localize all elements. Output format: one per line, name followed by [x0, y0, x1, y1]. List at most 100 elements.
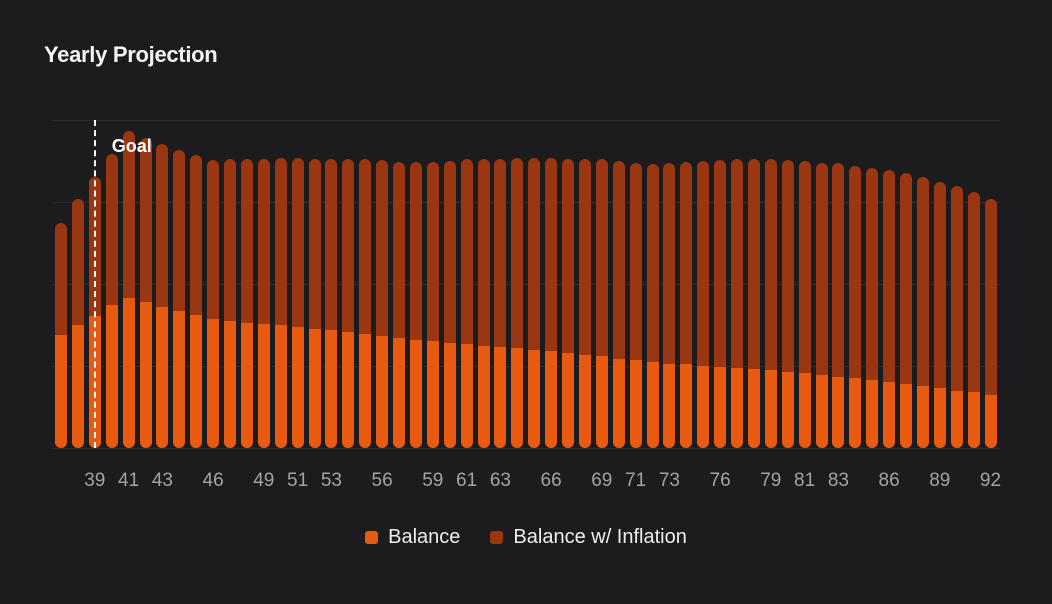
chart-legend: Balance Balance w/ Inflation: [0, 526, 1052, 549]
bar-age-60[interactable]: [443, 161, 456, 448]
x-tick-label: 81: [794, 470, 816, 491]
chart-title: Yearly Projection: [44, 42, 218, 67]
x-tick-label: 63: [489, 470, 511, 491]
bar-segment-balance: [477, 345, 490, 448]
bar-segment-balance: [55, 334, 67, 448]
bar-age-53[interactable]: [325, 158, 338, 448]
bar-segment-balance: [190, 315, 203, 448]
x-tick-label: 46: [202, 470, 224, 491]
bar-segment-balance: [376, 335, 389, 448]
bar-age-80[interactable]: [781, 160, 794, 448]
bar-age-46[interactable]: [207, 160, 220, 448]
bar-age-81[interactable]: [798, 161, 811, 448]
bar-age-40[interactable]: [105, 153, 118, 448]
bar-segment-balance: [426, 341, 439, 448]
bar-age-88[interactable]: [916, 177, 929, 448]
bar-segment-balance: [443, 343, 456, 448]
legend-item-balance-inflation[interactable]: Balance w/ Inflation: [490, 526, 687, 549]
bar-age-48[interactable]: [240, 158, 253, 448]
x-tick-label: 73: [658, 470, 680, 491]
bar-age-82[interactable]: [815, 162, 828, 448]
bar-age-71[interactable]: [629, 162, 642, 448]
x-tick-label: 76: [709, 470, 731, 491]
legend-item-balance[interactable]: Balance: [365, 526, 460, 549]
bar-segment-balance: [900, 384, 912, 448]
bar-age-63[interactable]: [494, 158, 507, 448]
bar-age-72[interactable]: [646, 164, 659, 448]
x-tick-label: 53: [320, 470, 342, 491]
bar-segment-balance: [325, 329, 338, 448]
bar-age-57[interactable]: [393, 161, 405, 448]
bar-segment-inflation: [950, 186, 963, 448]
bar-age-52[interactable]: [308, 158, 321, 448]
bar-age-51[interactable]: [291, 157, 304, 448]
bar-segment-balance: [646, 361, 659, 448]
bar-age-85[interactable]: [866, 167, 879, 448]
bar-age-75[interactable]: [697, 161, 710, 448]
bar-age-92[interactable]: [984, 198, 997, 448]
x-tick-label: 61: [456, 470, 478, 491]
bar-segment-balance: [545, 351, 558, 448]
bar-segment-balance: [291, 326, 304, 448]
bar-age-78[interactable]: [747, 159, 760, 448]
bar-age-86[interactable]: [883, 170, 896, 448]
bar-age-73[interactable]: [663, 163, 676, 448]
bar-age-76[interactable]: [714, 160, 727, 448]
bar-age-49[interactable]: [257, 158, 270, 448]
bar-age-70[interactable]: [612, 161, 625, 448]
x-tick-label: 43: [151, 470, 173, 491]
bar-age-59[interactable]: [426, 161, 439, 448]
bar-segment-inflation: [849, 165, 862, 448]
bar-age-45[interactable]: [190, 155, 203, 448]
bar-segment-balance: [764, 370, 777, 448]
bar-segment-balance: [832, 376, 845, 448]
bar-age-83[interactable]: [832, 163, 845, 448]
bar-age-65[interactable]: [528, 157, 541, 448]
bar-age-89[interactable]: [933, 181, 946, 448]
bar-age-42[interactable]: [139, 138, 152, 448]
bar-age-79[interactable]: [764, 159, 777, 448]
bar-segment-balance: [494, 347, 507, 448]
bar-segment-balance: [916, 385, 929, 448]
bar-segment-balance: [781, 371, 794, 448]
bar-age-54[interactable]: [342, 159, 355, 448]
bar-age-38[interactable]: [71, 198, 84, 448]
bar-age-37[interactable]: [55, 222, 67, 448]
bar-age-66[interactable]: [545, 157, 558, 448]
bar-age-77[interactable]: [731, 159, 743, 448]
bar-age-55[interactable]: [359, 159, 372, 448]
bar-segment-balance: [342, 332, 355, 448]
bar-segment-balance: [393, 338, 405, 448]
bar-segment-balance: [240, 322, 253, 448]
bar-age-84[interactable]: [849, 165, 862, 448]
bar-age-64[interactable]: [511, 157, 524, 448]
bar-segment-balance: [933, 388, 946, 448]
bar-age-91[interactable]: [967, 192, 980, 448]
bar-segment-balance: [528, 349, 541, 448]
bar-age-50[interactable]: [274, 157, 287, 448]
bar-age-56[interactable]: [376, 160, 389, 448]
bar-age-58[interactable]: [409, 161, 422, 448]
bar-segment-balance: [967, 392, 980, 448]
bar-age-69[interactable]: [595, 159, 608, 448]
bar-age-44[interactable]: [173, 150, 186, 448]
x-tick-label: 71: [625, 470, 647, 491]
bar-age-90[interactable]: [950, 186, 963, 448]
bar-age-67[interactable]: [562, 158, 574, 448]
bar-segment-balance: [71, 325, 84, 448]
bar-age-87[interactable]: [900, 173, 912, 448]
bar-segment-balance: [595, 356, 608, 448]
bar-age-47[interactable]: [224, 159, 236, 448]
bar-age-41[interactable]: [122, 131, 135, 448]
bar-age-43[interactable]: [156, 143, 169, 448]
bar-segment-balance: [105, 305, 118, 448]
gridline: [52, 120, 1000, 121]
bar-segment-inflation: [916, 177, 929, 448]
bar-age-61[interactable]: [460, 159, 473, 448]
bar-age-62[interactable]: [477, 159, 490, 448]
bar-age-74[interactable]: [680, 161, 693, 448]
bar-age-68[interactable]: [578, 159, 591, 448]
bar-segment-balance: [578, 354, 591, 448]
x-tick-label: 56: [371, 470, 393, 491]
x-tick-label: 66: [540, 470, 562, 491]
